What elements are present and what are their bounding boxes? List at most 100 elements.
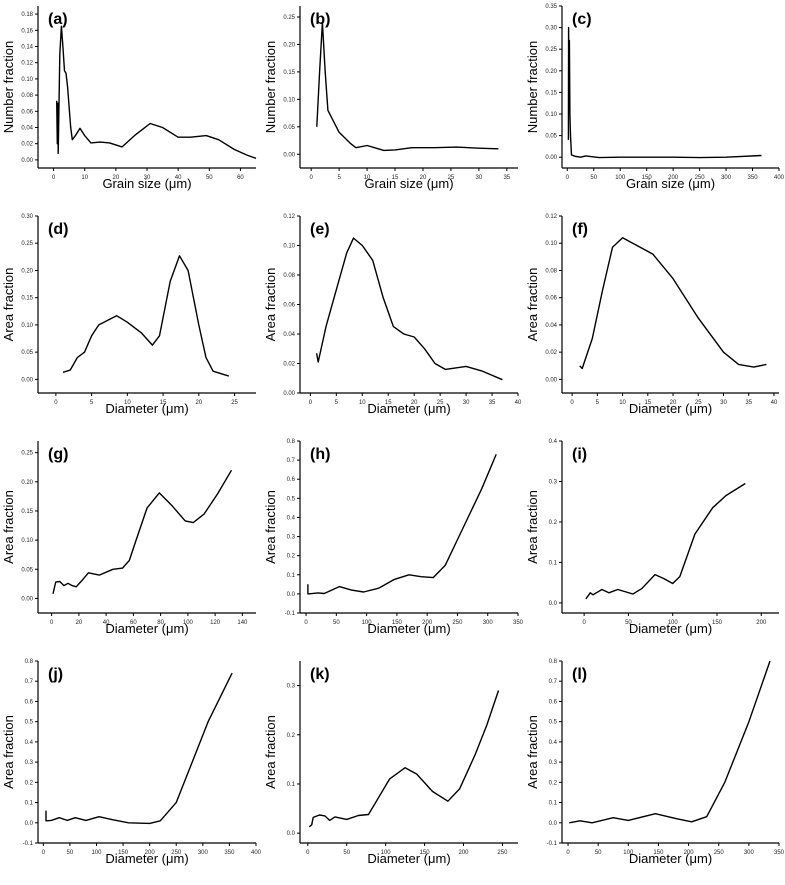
- x-axis-label: Grain size (μm): [626, 176, 715, 191]
- y-axis-label: Area fraction: [1, 490, 16, 564]
- x-tick-label: 15: [644, 400, 651, 406]
- y-axis-label: Area fraction: [525, 490, 540, 564]
- y-tick-label: 0.0: [549, 601, 558, 607]
- subplot-svg: 0 50 100 150 200 250 300 350 400 0.00 0.05 0.10 0.15…: [525, 4, 785, 191]
- x-tick-label: 100: [91, 850, 102, 856]
- y-tick-label: 0.8: [549, 659, 558, 665]
- x-tick-label: 350: [748, 175, 759, 181]
- x-tick-label: 50: [343, 850, 350, 856]
- y-tick-label: 0.10: [283, 97, 295, 103]
- y-tick-label: 0.00: [545, 377, 557, 383]
- y-tick-label: 0.10: [545, 112, 557, 118]
- y-tick-label: 0.05: [283, 125, 295, 131]
- y-tick-label: 0.00: [21, 158, 33, 164]
- x-tick-label: 40: [515, 400, 522, 406]
- y-tick-label: 0.8: [25, 659, 34, 665]
- x-tick-label: 5: [337, 175, 341, 181]
- x-tick-label: 50: [206, 175, 213, 181]
- x-tick-label: 10: [364, 175, 371, 181]
- x-tick-label: 15: [392, 175, 399, 181]
- x-tick-label: 150: [653, 850, 664, 856]
- y-tick-label: 0.6: [25, 699, 34, 705]
- x-tick-label: 150: [642, 175, 653, 181]
- y-tick-label: 0.04: [21, 126, 33, 132]
- y-tick-label: 0.00: [21, 596, 33, 602]
- y-tick-label: 0.0: [25, 821, 34, 827]
- panel-label: (k): [310, 666, 330, 683]
- y-tick-label: 0.08: [21, 93, 33, 99]
- y-tick-label: 0.15: [21, 296, 33, 302]
- subplot-svg: 0 20 40 60 80 100 120 140 0.00 0.05 0.10 0.15 0.20 0.…: [1, 441, 256, 636]
- y-tick-label: 0.14: [21, 45, 33, 51]
- x-tick-label: 60: [237, 175, 244, 181]
- y-tick-label: 0.06: [21, 109, 33, 115]
- x-tick-label: 80: [157, 620, 164, 626]
- y-tick-label: 0.08: [283, 273, 295, 279]
- x-tick-label: 15: [160, 400, 167, 406]
- y-tick-label: 0.4: [287, 515, 296, 521]
- series-line: [307, 454, 497, 595]
- x-tick-label: 0: [50, 620, 54, 626]
- y-tick-label: 0.25: [21, 241, 33, 247]
- x-tick-label: 200: [422, 620, 433, 626]
- y-tick-label: 0.0: [287, 592, 296, 598]
- y-tick-label: 0.02: [21, 142, 33, 148]
- x-tick-label: 300: [483, 620, 494, 626]
- x-tick-label: 40: [103, 620, 110, 626]
- x-tick-label: 5: [335, 400, 339, 406]
- x-tick-label: 300: [721, 175, 732, 181]
- y-tick-label: 0.06: [283, 303, 295, 309]
- subplot-h: 0 50 100 150 200 250 300 350 -0.1 0.0 0.1 0.2 0.3 0.4…: [262, 435, 524, 655]
- subplot-svg: 0 5 10 15 20 25 30 35 40 0.00 0.02 0.04 0.06 0.08 0.10…: [525, 214, 779, 416]
- series-line: [315, 237, 503, 381]
- x-tick-label: 50: [595, 850, 602, 856]
- series-line: [567, 26, 762, 159]
- series-line: [585, 482, 746, 600]
- subplot-svg: 0 5 10 15 20 25 30 35 0.00 0.05 0.10 0.15 0.20 0.25 Gr…: [263, 6, 518, 191]
- y-tick-label: 0.16: [21, 28, 33, 34]
- y-tick-label: 0.05: [21, 567, 33, 573]
- x-axis-label: Diameter (μm): [629, 401, 712, 416]
- x-axis-label: Diameter (μm): [105, 851, 188, 866]
- y-tick-label: 0.12: [283, 214, 295, 220]
- subplot-k: 0 50 100 150 200 250 0.0 0.1 0.2 0.3 Diameter (μm)…: [262, 655, 524, 885]
- subplot-a: 0 10 20 30 40 50 60 0.00 0.02 0.04 0.06 0.08 0.10 0.1…: [0, 0, 262, 210]
- y-tick-label: 0.1: [287, 782, 296, 788]
- y-tick-label: 0.2: [287, 554, 296, 560]
- subplot-d: 0 5 10 15 20 25 0.00 0.05 0.10 0.15 0.20 0.25 0.30 Di…: [0, 210, 262, 435]
- y-tick-label: 0.12: [21, 61, 33, 67]
- panel-label: (l): [572, 666, 587, 683]
- x-tick-label: 0: [54, 400, 58, 406]
- x-tick-label: 250: [714, 850, 725, 856]
- x-tick-label: 300: [198, 850, 209, 856]
- y-tick-label: 0.1: [549, 801, 558, 807]
- series-line: [62, 255, 230, 377]
- y-tick-label: 0.0: [287, 831, 296, 837]
- subplot-g: 0 20 40 60 80 100 120 140 0.00 0.05 0.10 0.15 0.20 0.…: [0, 435, 262, 655]
- y-axis-label: Area fraction: [1, 715, 16, 789]
- subplot-f: 0 5 10 15 20 25 30 35 40 0.00 0.02 0.04 0.06 0.08 0.10…: [524, 210, 785, 435]
- y-tick-label: 0.30: [545, 26, 557, 32]
- x-tick-label: 250: [171, 850, 182, 856]
- y-tick-label: 0.10: [21, 538, 33, 544]
- x-tick-label: 400: [774, 175, 785, 181]
- y-tick-label: 0.00: [283, 391, 295, 397]
- y-tick-label: 0.25: [21, 451, 33, 457]
- y-tick-label: 0.7: [549, 679, 558, 685]
- series-line: [45, 672, 233, 825]
- x-tick-label: 0: [310, 175, 314, 181]
- y-tick-label: 0.25: [545, 47, 557, 53]
- y-tick-label: 0.02: [283, 362, 295, 368]
- x-tick-label: 20: [195, 400, 202, 406]
- x-tick-label: 20: [420, 175, 427, 181]
- x-tick-label: 0: [570, 400, 574, 406]
- y-axis-label: Area fraction: [263, 490, 278, 564]
- x-tick-label: 10: [81, 175, 88, 181]
- y-axis-label: Area fraction: [525, 715, 540, 789]
- x-tick-label: 0: [566, 175, 570, 181]
- x-tick-label: 100: [668, 620, 679, 626]
- x-tick-label: 400: [251, 850, 262, 856]
- y-tick-label: 0.2: [549, 520, 558, 526]
- y-tick-label: -0.1: [285, 611, 296, 617]
- x-tick-label: 35: [489, 400, 496, 406]
